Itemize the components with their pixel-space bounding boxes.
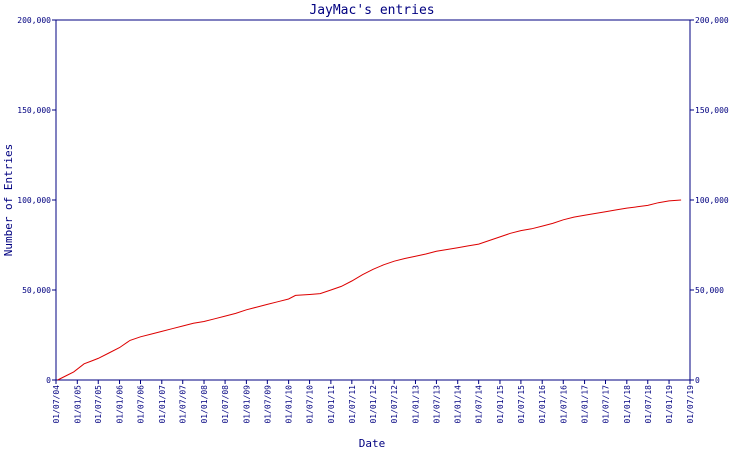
y-tick-label-left: 0 <box>46 376 51 385</box>
x-tick-label: 01/01/12 <box>369 385 378 424</box>
x-tick-label: 01/01/11 <box>327 385 336 424</box>
x-tick-label: 01/07/06 <box>136 385 145 424</box>
x-tick-label: 01/07/13 <box>432 385 441 424</box>
x-tick-label: 01/07/04 <box>52 385 61 424</box>
x-tick-label: 01/01/18 <box>623 385 632 424</box>
y-tick-label-right: 150,000 <box>695 106 729 115</box>
y-tick-label-left: 100,000 <box>17 196 51 205</box>
x-tick-label: 01/01/14 <box>454 385 463 424</box>
x-tick-label: 01/07/08 <box>221 385 230 424</box>
x-tick-label: 01/01/09 <box>242 385 251 424</box>
x-tick-label: 01/01/17 <box>581 385 590 424</box>
x-tick-label: 01/07/19 <box>686 385 695 424</box>
y-tick-label-left: 200,000 <box>17 16 51 25</box>
x-tick-label: 01/07/11 <box>348 385 357 424</box>
x-tick-label: 01/07/05 <box>94 385 103 424</box>
y-tick-label-left: 150,000 <box>17 106 51 115</box>
x-tick-label: 01/01/10 <box>285 385 294 424</box>
y-tick-label-right: 50,000 <box>695 286 724 295</box>
chart-title: JayMac's entries <box>309 3 434 18</box>
series-layer <box>57 199 682 381</box>
x-tick-label: 01/01/08 <box>200 385 209 424</box>
x-tick-label: 01/07/10 <box>306 385 315 424</box>
x-tick-label: 01/01/15 <box>496 385 505 424</box>
plot-area-frame <box>55 19 691 381</box>
x-tick-label: 01/01/16 <box>538 385 547 424</box>
x-tick-label: 01/07/14 <box>475 385 484 424</box>
x-axis-label: Date <box>359 437 386 450</box>
x-tick-label: 01/07/18 <box>644 385 653 424</box>
x-tick-label: 01/01/13 <box>411 385 420 424</box>
series-line <box>57 199 682 381</box>
x-tick-label: 01/07/07 <box>179 385 188 424</box>
x-tick-label: 01/07/16 <box>559 385 568 424</box>
x-tick-label: 01/01/05 <box>73 385 82 424</box>
x-tick-label: 01/07/12 <box>390 385 399 424</box>
x-tick-label: 01/07/17 <box>602 385 611 424</box>
y-tick-label-right: 0 <box>695 376 700 385</box>
x-tick-label: 01/01/07 <box>158 385 167 424</box>
x-tick-label: 01/07/09 <box>263 385 272 424</box>
y-tick-label-right: 100,000 <box>695 196 729 205</box>
x-tick-label: 01/01/19 <box>665 385 674 424</box>
y-axis-left: 0 50,000 100,000 150,000 200,000 <box>17 16 56 385</box>
y-axis-label: Number of Entries <box>2 144 15 257</box>
y-tick-label-left: 50,000 <box>22 286 51 295</box>
y-axis-right: 0 50,000 100,000 150,000 200,000 <box>690 16 729 385</box>
x-tick-label: 01/01/06 <box>116 385 125 424</box>
x-axis: 01/07/04 01/01/05 01/07/05 01/01/06 01/07/06… <box>52 380 695 424</box>
x-tick-label: 01/07/15 <box>517 385 526 424</box>
y-tick-label-right: 200,000 <box>695 16 729 25</box>
